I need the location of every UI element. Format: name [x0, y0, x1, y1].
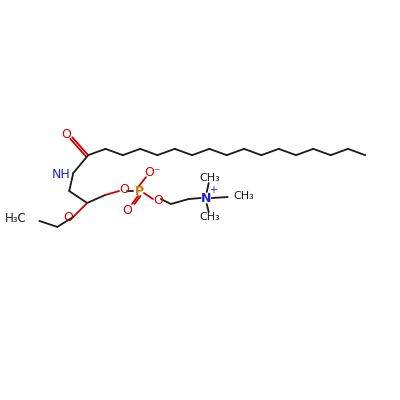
Text: P: P	[134, 184, 144, 198]
Text: NH: NH	[52, 168, 71, 180]
Text: O⁻: O⁻	[145, 166, 161, 179]
Text: N: N	[200, 192, 211, 204]
Text: O: O	[122, 204, 132, 218]
Text: +: +	[209, 185, 217, 195]
Text: CH₃: CH₃	[199, 212, 220, 222]
Text: O: O	[119, 182, 129, 196]
Text: O: O	[63, 212, 73, 224]
Text: O: O	[61, 128, 71, 141]
Text: CH₃: CH₃	[199, 173, 220, 183]
Text: O: O	[153, 194, 163, 208]
Text: H₃C: H₃C	[5, 212, 26, 226]
Text: CH₃: CH₃	[234, 191, 254, 201]
